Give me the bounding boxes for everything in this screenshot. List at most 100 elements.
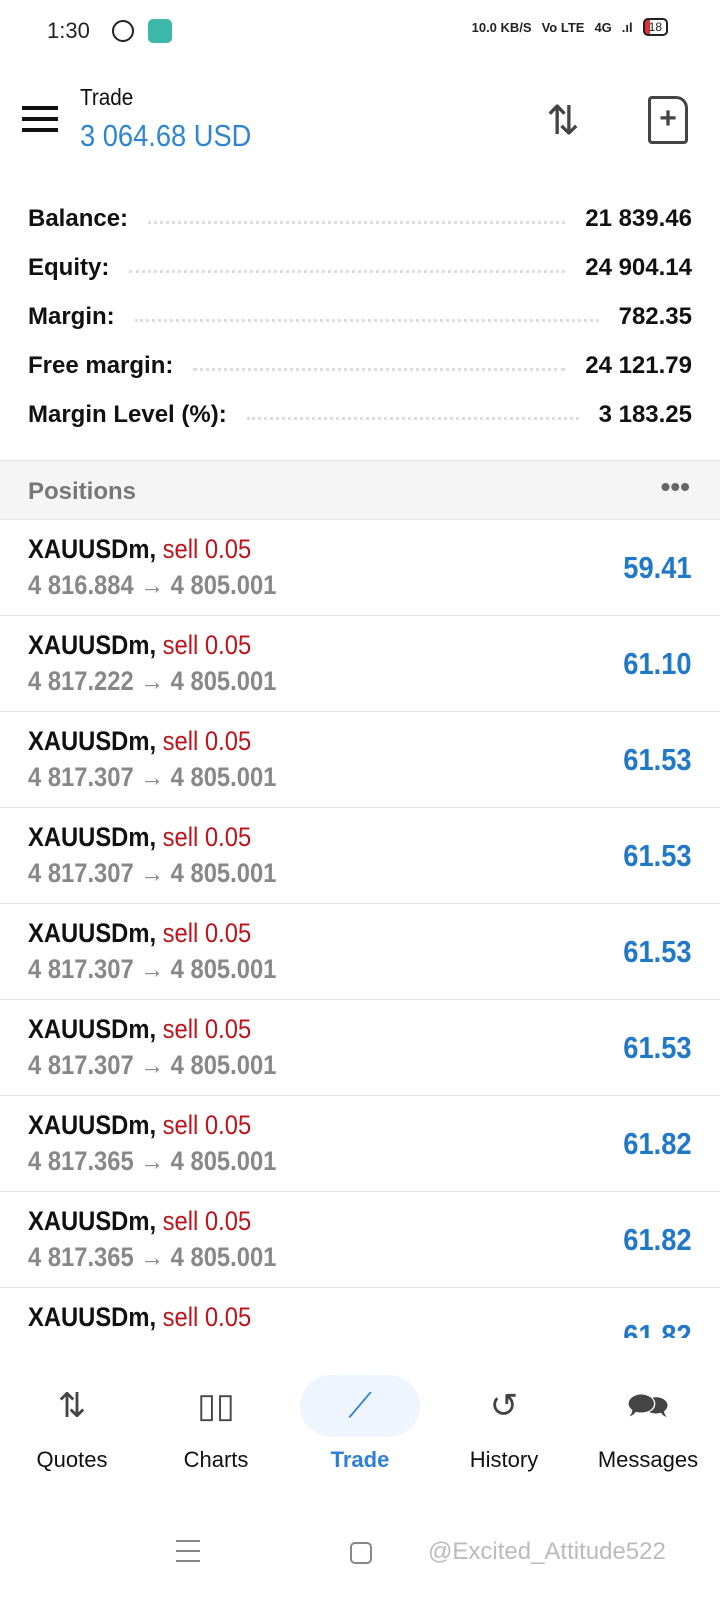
nav-label: Quotes — [36, 1447, 108, 1472]
summary-label: Margin Level (%): — [28, 400, 227, 428]
position-symbol: XAUUSDm, — [28, 1014, 157, 1044]
position-profit: 61.53 — [623, 934, 692, 969]
floating-profit: 3 064.68 USD — [80, 118, 252, 153]
position-prices: 4 817.222 → 4 805.001 — [28, 666, 277, 696]
summary-row: Margin Level (%): 3 183.25 — [28, 390, 692, 439]
position-side: sell 0.05 — [162, 726, 252, 756]
signal-2-icon: .ıl — [621, 19, 633, 35]
position-row[interactable]: XAUUSDm, sell 0.05 61.82 — [0, 1288, 720, 1338]
sort-icon[interactable]: ⇅ — [546, 99, 580, 143]
position-profit: 61.53 — [623, 1030, 692, 1065]
dot-leader — [129, 270, 566, 273]
more-icon[interactable]: ••• — [660, 471, 690, 502]
position-row[interactable]: XAUUSDm, sell 0.05 4 817.307 → 4 805.001 6… — [0, 808, 720, 904]
nav-label: Messages — [597, 1447, 699, 1472]
position-profit: 61.82 — [623, 1318, 692, 1338]
position-symbol: XAUUSDm, — [28, 822, 157, 852]
summary-row: Margin: 782.35 — [28, 292, 692, 341]
summary-row: Free margin: 24 121.79 — [28, 341, 692, 390]
position-symbol: XAUUSDm, — [28, 1302, 157, 1332]
signal-icon: 4G — [594, 19, 612, 35]
position-profit: 61.82 — [623, 1126, 692, 1161]
status-bar: 1:30 10.0 KB/S Vo LTE 4G .ıl 18 — [0, 0, 720, 64]
positions-header: Positions ••• — [0, 460, 720, 520]
position-side: sell 0.05 — [162, 822, 252, 852]
position-row[interactable]: XAUUSDm, sell 0.05 4 817.365 → 4 805.001 6… — [0, 1192, 720, 1288]
summary-value: 3 183.25 — [598, 400, 692, 428]
summary-label: Margin: — [28, 302, 115, 330]
nav-label: Charts — [183, 1447, 249, 1472]
summary-label: Balance: — [28, 204, 129, 232]
position-symbol: XAUUSDm, — [28, 1206, 157, 1236]
watermark: @Excited_Attitude522 — [428, 1538, 666, 1565]
app-notification-icon — [148, 19, 172, 43]
position-row[interactable]: XAUUSDm, sell 0.05 4 817.307 → 4 805.001 6… — [0, 1000, 720, 1096]
position-profit: 61.53 — [623, 838, 692, 873]
position-symbol: XAUUSDm, — [28, 630, 157, 660]
position-side: sell 0.05 — [162, 534, 252, 564]
position-side: sell 0.05 — [162, 1302, 252, 1332]
position-side: sell 0.05 — [162, 1110, 252, 1140]
nav-messages[interactable]: 🗪 Messages — [576, 1360, 720, 1480]
nav-label: Trade — [330, 1447, 390, 1472]
position-profit: 59.41 — [623, 550, 692, 585]
battery-icon: 18 — [642, 18, 668, 36]
system-nav: @Excited_Attitude522 — [0, 1530, 720, 1580]
nav-trade[interactable]: ⟋ Trade — [288, 1360, 432, 1480]
position-side: sell 0.05 — [162, 630, 252, 660]
position-side: sell 0.05 — [162, 1014, 252, 1044]
position-symbol: XAUUSDm, — [28, 534, 157, 564]
trade-icon: ⟋ — [300, 1375, 420, 1437]
bottom-nav: ⇅ Quotes ▯▯ Charts ⟋ Trade ↺ History 🗪 Messages — [0, 1360, 720, 1480]
summary-value: 21 839.46 — [585, 204, 692, 232]
summary-label: Equity: — [28, 253, 110, 281]
nav-history[interactable]: ↺ History — [432, 1360, 576, 1480]
nav-quotes[interactable]: ⇅ Quotes — [0, 1360, 144, 1480]
position-row[interactable]: XAUUSDm, sell 0.05 4 817.307 → 4 805.001 6… — [0, 904, 720, 1000]
position-row[interactable]: XAUUSDm, sell 0.05 4 817.307 → 4 805.001 6… — [0, 712, 720, 808]
whatsapp-icon — [112, 20, 134, 42]
summary-value: 782.35 — [618, 302, 692, 330]
recent-apps-button[interactable] — [176, 1540, 200, 1570]
position-row[interactable]: XAUUSDm, sell 0.05 4 817.365 → 4 805.001 6… — [0, 1096, 720, 1192]
summary-row: Balance: 21 839.46 — [28, 194, 692, 243]
quotes-icon: ⇅ — [57, 1387, 87, 1425]
menu-icon[interactable] — [22, 106, 58, 134]
position-prices: 4 817.307 → 4 805.001 — [28, 1050, 277, 1080]
position-prices: 4 817.365 → 4 805.001 — [28, 1146, 277, 1176]
dot-leader — [246, 417, 579, 420]
position-side: sell 0.05 — [162, 918, 252, 948]
new-order-icon[interactable]: + — [648, 96, 688, 144]
page-title: Trade — [80, 84, 134, 110]
nav-charts[interactable]: ▯▯ Charts — [144, 1360, 288, 1480]
summary-label: Free margin: — [28, 351, 174, 379]
position-row[interactable]: XAUUSDm, sell 0.05 4 817.222 → 4 805.001 6… — [0, 616, 720, 712]
history-icon: ↺ — [489, 1387, 519, 1425]
account-summary: Balance: 21 839.46 Equity: 24 904.14 Margin:… — [28, 194, 692, 439]
positions-list: XAUUSDm, sell 0.05 4 816.884 → 4 805.001 5… — [0, 520, 720, 1338]
position-symbol: XAUUSDm, — [28, 1110, 157, 1140]
position-prices: 4 817.307 → 4 805.001 — [28, 762, 277, 792]
position-prices: 4 816.884 → 4 805.001 — [28, 570, 277, 600]
messages-icon: 🗪 — [626, 1387, 670, 1425]
positions-title: Positions — [28, 478, 137, 505]
position-prices: 4 817.365 → 4 805.001 — [28, 1242, 277, 1272]
position-symbol: XAUUSDm, — [28, 726, 157, 756]
clock: 1:30 — [47, 18, 90, 43]
summary-value: 24 904.14 — [585, 253, 692, 281]
position-symbol: XAUUSDm, — [28, 918, 157, 948]
position-row[interactable]: XAUUSDm, sell 0.05 4 816.884 → 4 805.001 5… — [0, 520, 720, 616]
position-prices: 4 817.307 → 4 805.001 — [28, 858, 277, 888]
position-profit: 61.53 — [623, 742, 692, 777]
summary-value: 24 121.79 — [585, 351, 692, 379]
charts-icon: ▯▯ — [197, 1387, 235, 1425]
position-profit: 61.10 — [623, 646, 692, 681]
position-prices: 4 817.307 → 4 805.001 — [28, 954, 277, 984]
home-button[interactable] — [350, 1542, 372, 1564]
dot-leader — [193, 368, 566, 371]
position-profit: 61.82 — [623, 1222, 692, 1257]
app-header: Trade 3 064.68 USD ⇅ + — [0, 70, 720, 180]
network-speed: 10.0 KB/S — [471, 19, 532, 35]
nav-label: History — [469, 1447, 539, 1472]
summary-row: Equity: 24 904.14 — [28, 243, 692, 292]
